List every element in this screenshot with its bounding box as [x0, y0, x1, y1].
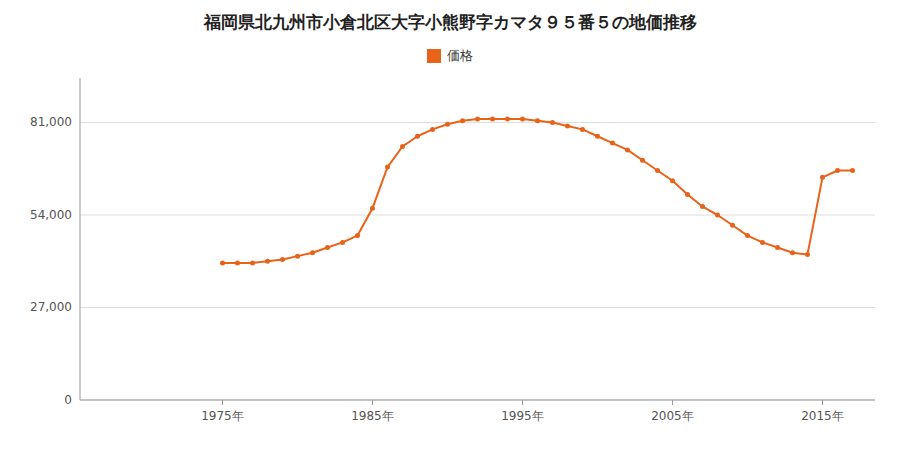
legend-label: 価格	[447, 48, 473, 63]
point	[370, 206, 375, 211]
x-tick-label: 1995年	[501, 409, 544, 423]
x-axis-line	[80, 400, 875, 401]
x-tick	[822, 400, 823, 405]
point	[490, 117, 495, 122]
y-tick-label: 27,000	[30, 300, 72, 314]
point	[625, 147, 630, 152]
point	[385, 165, 390, 170]
point	[730, 223, 735, 228]
point	[295, 254, 300, 259]
point	[655, 168, 660, 173]
axes: 0 27,000 54,000 81,000 1975年 1985年 1995年 2005年 2…	[30, 78, 875, 423]
x-tick	[672, 400, 673, 405]
point	[550, 120, 555, 125]
legend-swatch	[427, 49, 441, 63]
point	[805, 252, 810, 257]
x-tick-label: 2015年	[801, 409, 844, 423]
grid-line	[80, 122, 875, 123]
point	[745, 233, 750, 238]
point	[760, 240, 765, 245]
x-tick	[222, 400, 223, 405]
point	[520, 117, 525, 122]
plot-area	[220, 117, 855, 266]
x-tick	[372, 400, 373, 405]
line	[223, 119, 853, 263]
point	[280, 257, 285, 262]
point	[790, 250, 795, 255]
grid-line	[80, 307, 875, 308]
point	[340, 240, 345, 245]
point	[430, 127, 435, 132]
point	[700, 204, 705, 209]
point	[475, 117, 480, 122]
point	[220, 260, 225, 265]
point	[505, 117, 510, 122]
y-tick-label: 54,000	[30, 208, 72, 222]
y-tick-label: 81,000	[30, 115, 72, 129]
background	[0, 0, 900, 450]
point	[325, 245, 330, 250]
x-tick-label: 2005年	[651, 409, 694, 423]
point	[820, 175, 825, 180]
point	[595, 134, 600, 139]
point	[775, 245, 780, 250]
point	[265, 259, 270, 264]
point	[355, 233, 360, 238]
point	[670, 178, 675, 183]
point	[715, 213, 720, 218]
point	[250, 260, 255, 265]
legend: 価格	[427, 48, 473, 64]
point	[460, 118, 465, 123]
point	[610, 141, 615, 146]
x-tick-label: 1985年	[351, 409, 394, 423]
point	[310, 250, 315, 255]
point	[850, 168, 855, 173]
point	[640, 158, 645, 163]
point	[685, 192, 690, 197]
point	[415, 134, 420, 139]
point	[565, 123, 570, 128]
title: 福岡県北九州市小倉北区大字小熊野字カマタ９５番５の地価推移	[203, 12, 697, 32]
point	[400, 144, 405, 149]
point	[445, 122, 450, 127]
grid-line	[80, 400, 875, 401]
y-tick-label: 0	[64, 393, 72, 407]
point	[535, 118, 540, 123]
point	[235, 260, 240, 265]
grid-line	[80, 215, 875, 216]
x-tick-label: 1975年	[201, 409, 244, 423]
x-tick	[522, 400, 523, 405]
point	[580, 127, 585, 132]
chart: 福岡県北九州市小倉北区大字小熊野字カマタ９５番５の地価推移価格 0 27,000 54…	[0, 0, 900, 450]
y-axis-line	[80, 78, 81, 400]
point	[835, 168, 840, 173]
